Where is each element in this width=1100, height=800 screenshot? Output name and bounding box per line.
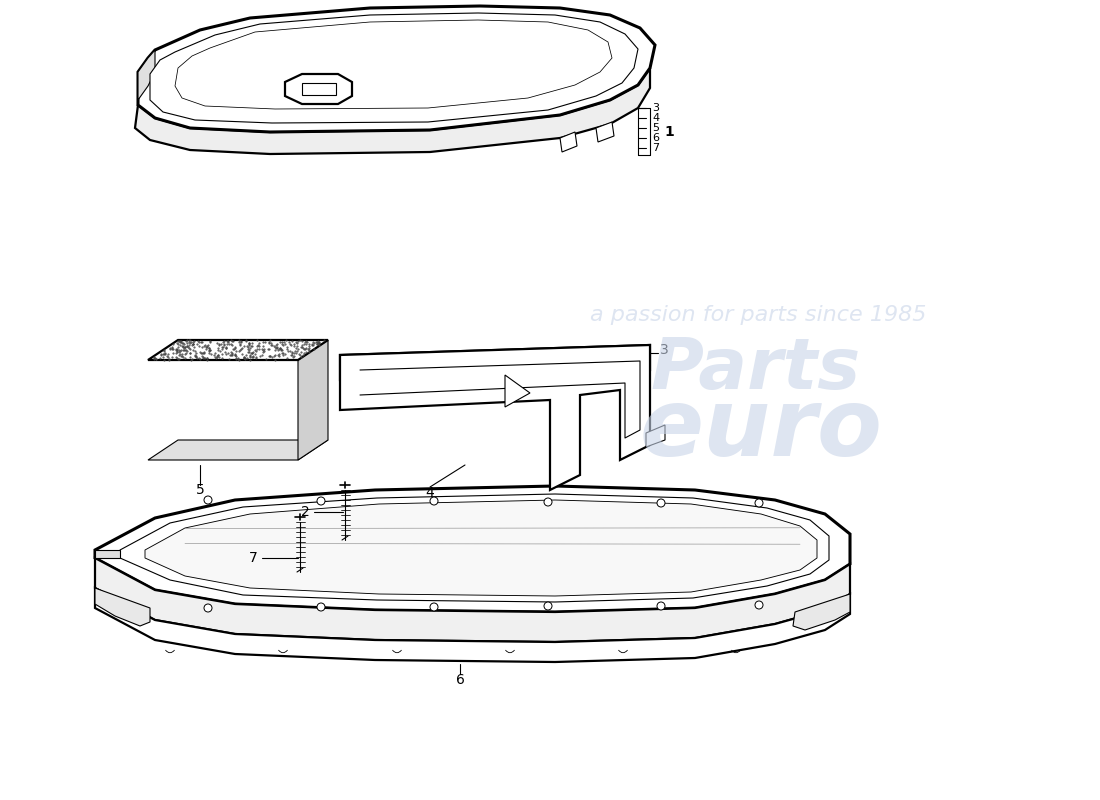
Polygon shape bbox=[340, 345, 650, 490]
Polygon shape bbox=[596, 122, 614, 142]
Text: 4: 4 bbox=[426, 486, 434, 500]
Circle shape bbox=[204, 496, 212, 504]
Text: 6: 6 bbox=[652, 133, 659, 143]
Circle shape bbox=[755, 499, 763, 507]
Polygon shape bbox=[95, 588, 150, 626]
Circle shape bbox=[544, 602, 552, 610]
Polygon shape bbox=[138, 6, 654, 132]
Polygon shape bbox=[150, 13, 638, 123]
Polygon shape bbox=[505, 375, 530, 407]
Text: 4: 4 bbox=[652, 113, 659, 123]
Text: a passion for parts since 1985: a passion for parts since 1985 bbox=[590, 305, 926, 325]
Polygon shape bbox=[95, 550, 120, 558]
Polygon shape bbox=[148, 440, 328, 460]
Circle shape bbox=[657, 602, 665, 610]
Polygon shape bbox=[148, 340, 328, 360]
Polygon shape bbox=[95, 486, 850, 612]
Circle shape bbox=[317, 603, 324, 611]
Circle shape bbox=[204, 604, 212, 612]
Polygon shape bbox=[175, 20, 612, 109]
Polygon shape bbox=[646, 425, 666, 447]
Circle shape bbox=[544, 498, 552, 506]
Polygon shape bbox=[135, 68, 650, 154]
Text: 1: 1 bbox=[664, 125, 673, 138]
Polygon shape bbox=[793, 594, 850, 630]
Circle shape bbox=[755, 601, 763, 609]
Text: euro: euro bbox=[640, 384, 883, 476]
Polygon shape bbox=[95, 558, 850, 642]
Polygon shape bbox=[138, 50, 155, 100]
Text: 5: 5 bbox=[196, 483, 205, 497]
Circle shape bbox=[430, 603, 438, 611]
Text: 7: 7 bbox=[652, 143, 659, 153]
Polygon shape bbox=[120, 494, 829, 602]
Polygon shape bbox=[298, 340, 328, 460]
Text: Parts: Parts bbox=[650, 335, 860, 405]
Text: 3: 3 bbox=[660, 343, 669, 357]
Polygon shape bbox=[95, 588, 850, 662]
Text: 3: 3 bbox=[652, 103, 659, 113]
Polygon shape bbox=[560, 132, 578, 152]
Circle shape bbox=[317, 497, 324, 505]
Polygon shape bbox=[340, 345, 650, 380]
Text: 6: 6 bbox=[455, 673, 464, 687]
Circle shape bbox=[430, 497, 438, 505]
Text: 7: 7 bbox=[250, 551, 258, 565]
Polygon shape bbox=[302, 83, 336, 95]
Polygon shape bbox=[285, 74, 352, 104]
Text: 2: 2 bbox=[301, 505, 310, 519]
Circle shape bbox=[657, 499, 665, 507]
Polygon shape bbox=[145, 500, 817, 596]
Text: 5: 5 bbox=[652, 123, 659, 133]
